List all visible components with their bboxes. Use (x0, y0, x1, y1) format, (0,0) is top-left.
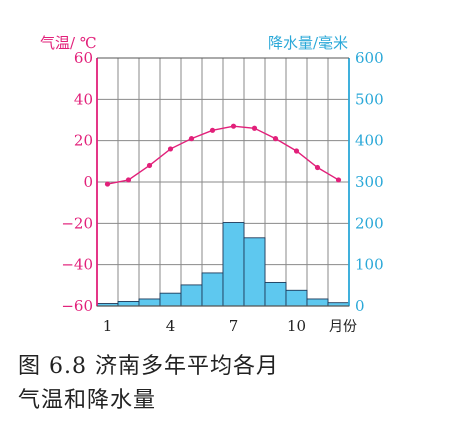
temperature-point (314, 164, 321, 171)
y-left-tick-label: −40 (61, 256, 93, 274)
y-left-tick-label: −60 (61, 297, 93, 315)
precipitation-bar (201, 272, 224, 307)
y-right-tick-label: 400 (355, 132, 384, 150)
temperature-point (188, 136, 195, 142)
y-right-tick-label: 300 (355, 173, 384, 191)
temperature-point (167, 146, 174, 152)
precipitation-bar (285, 289, 308, 307)
temperature-point (230, 123, 237, 129)
y-left-tick-label: 0 (83, 173, 93, 191)
x-tick-label: 7 (229, 317, 239, 335)
figure-caption-line2: 气温和降水量 (18, 388, 157, 413)
precipitation-bar (117, 301, 140, 307)
y-right-tick-label: 0 (355, 297, 365, 315)
temperature-point (146, 162, 153, 169)
precipitation-bar (264, 281, 287, 307)
temperature-point (209, 127, 216, 133)
plot-frame (96, 57, 350, 307)
y-left-tick-label: 40 (74, 90, 93, 108)
axis-labels: 气温/ ℃ 降水量/毫米 月份 6040200−20−40−6060050040… (40, 34, 384, 335)
temperature-curve (107, 125, 339, 185)
y-right-tick-label: 200 (355, 214, 384, 232)
x-tick-label: 4 (166, 317, 176, 335)
temperature-point (293, 148, 300, 154)
x-axis-label: 月份 (329, 319, 357, 335)
temperature-point (272, 136, 279, 142)
y-left-tick-label: 60 (74, 49, 93, 67)
y-left-tick-label: 20 (74, 132, 93, 150)
y-right-tick-label: 600 (355, 49, 384, 67)
y-right-axis-label: 降水量/毫米 (268, 34, 348, 52)
precipitation-bar (306, 298, 329, 307)
y-left-axis-label: 气温/ ℃ (40, 34, 97, 52)
temperature-point (251, 125, 258, 131)
y-left-tick-label: −20 (61, 214, 93, 232)
temperature-point (125, 177, 132, 183)
x-tick-label: 10 (287, 317, 306, 335)
precipitation-bar (222, 222, 245, 307)
temperature-point (335, 177, 342, 183)
precipitation-bar (243, 237, 266, 307)
temperature-line (104, 123, 342, 187)
y-right-tick-label: 500 (355, 90, 384, 108)
precipitation-bar (180, 284, 203, 307)
y-right-tick-label: 100 (355, 256, 384, 274)
temperature-point (104, 181, 111, 187)
figure-caption-line1: 图 6.8 济南多年平均各月 (18, 354, 279, 379)
climate-chart: 气温/ ℃ 降水量/毫米 月份 6040200−20−40−6060050040… (40, 34, 384, 335)
precipitation-bar (159, 292, 182, 307)
x-tick-label: 1 (103, 317, 113, 335)
precipitation-bar (138, 298, 161, 307)
